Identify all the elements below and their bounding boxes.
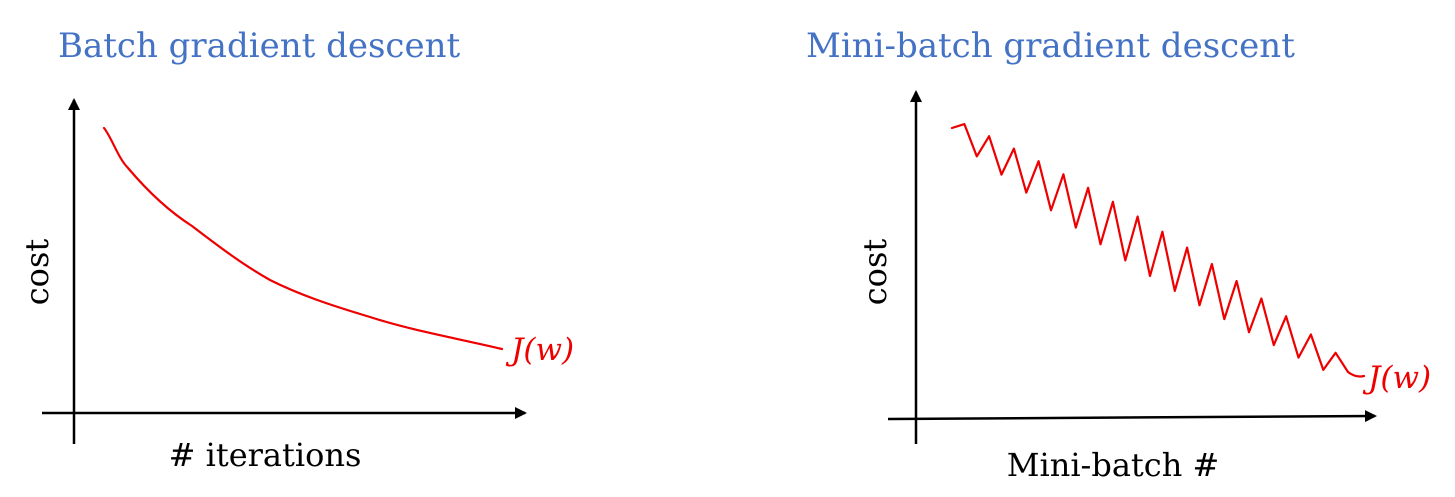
x-axis-label-batch: # iterations bbox=[169, 436, 362, 474]
panel-batch: Batch gradient descent cost # iterations… bbox=[18, 26, 574, 474]
x-axis-minibatch bbox=[887, 410, 1377, 423]
curve-label-minibatch: J(w) bbox=[1362, 360, 1431, 396]
panel-minibatch: Mini-batch gradient descent cost Mini-ba… bbox=[806, 26, 1431, 484]
panel-title-batch: Batch gradient descent bbox=[58, 26, 460, 66]
y-axis-label-batch: cost bbox=[18, 239, 56, 306]
cost-curve-noisy bbox=[950, 123, 1366, 378]
x-axis-label-minibatch: Mini-batch # bbox=[1007, 446, 1220, 484]
cost-curve-smooth bbox=[102, 126, 504, 351]
y-axis-label-minibatch: cost bbox=[856, 239, 894, 306]
curve-label-batch: J(w) bbox=[505, 332, 574, 368]
panel-title-minibatch: Mini-batch gradient descent bbox=[806, 26, 1295, 66]
